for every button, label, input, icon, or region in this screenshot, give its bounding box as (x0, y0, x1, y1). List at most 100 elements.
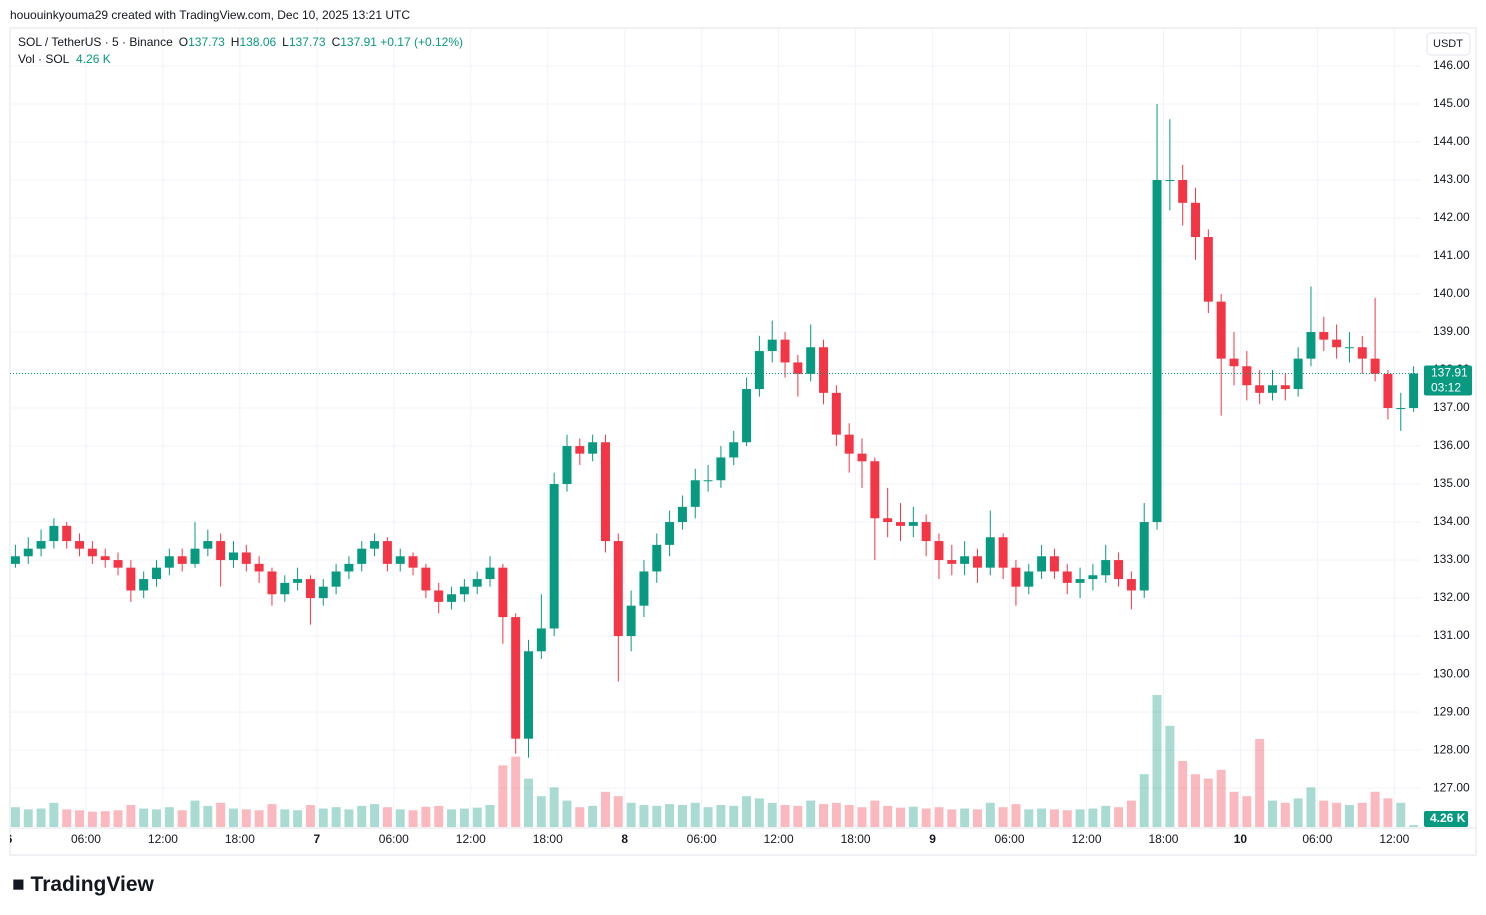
volume-bar (498, 765, 508, 827)
volume-bar (1357, 802, 1367, 827)
volume-bar (575, 807, 585, 827)
candle-body (896, 522, 905, 526)
ohlc-label: C (331, 35, 341, 49)
candle-body (472, 579, 482, 587)
candle-body (190, 548, 200, 564)
volume-bar (100, 811, 110, 827)
candle-body (972, 556, 982, 568)
volume-bar (318, 808, 328, 827)
volume-bar (1370, 791, 1380, 827)
volume-bar (62, 809, 72, 827)
candle-body (1229, 358, 1239, 367)
candle-body (305, 579, 315, 599)
candle-body (1178, 180, 1188, 203)
volume-bar (203, 805, 213, 827)
volume-bar (1101, 805, 1111, 827)
candle-body (934, 541, 944, 561)
candle-body (139, 579, 149, 591)
candle-body (1280, 385, 1290, 390)
x-tick-label: 18:00 (533, 832, 563, 846)
candle-body (498, 567, 508, 618)
volume-bar (767, 802, 777, 827)
x-tick-label: 12:00 (764, 832, 794, 846)
x-tick-label: 06:00 (1302, 832, 1332, 846)
volume-bar (1191, 774, 1201, 827)
candle-body (806, 347, 816, 374)
y-tick-label: 146.00 (1433, 58, 1470, 72)
volume-bar (485, 805, 495, 827)
volume-bar (1011, 804, 1021, 827)
x-tick-label: 9 (929, 832, 936, 846)
candle-body (126, 567, 136, 591)
x-tick-label: 12:00 (1379, 832, 1409, 846)
volume-bar (511, 756, 521, 827)
candle-body (1075, 579, 1085, 583)
candle-body (947, 560, 957, 564)
candle-body (754, 351, 764, 390)
y-tick-label: 133.00 (1433, 552, 1470, 566)
volume-bar (1165, 725, 1175, 827)
candle-body (511, 617, 521, 739)
countdown: 03:12 (1431, 381, 1461, 395)
candle-body (293, 579, 303, 583)
candle-body (23, 548, 33, 557)
volume-bar (1267, 800, 1277, 827)
y-tick-label: 144.00 (1433, 134, 1470, 148)
candle-body (10, 556, 20, 564)
candle-body (1037, 556, 1047, 572)
candle-body (600, 442, 610, 542)
volume-bar (228, 808, 238, 827)
y-tick-label: 130.00 (1433, 666, 1470, 680)
volume-bar (896, 807, 905, 827)
volume-bar (216, 802, 226, 827)
candle-body (1062, 571, 1072, 583)
volume-bar (152, 809, 162, 827)
volume-bar (652, 805, 662, 827)
candle-body (985, 537, 995, 568)
volume-bar (1037, 808, 1047, 827)
candle-body (1306, 332, 1316, 359)
candle-body (1139, 522, 1149, 591)
x-tick-label: 6 (6, 832, 13, 846)
candle-body (665, 522, 675, 545)
logo: ■ TradingView (12, 873, 154, 896)
candle-body (524, 651, 533, 739)
candle-body (1152, 180, 1162, 523)
volume-bar (1344, 805, 1354, 827)
x-tick-label: 8 (621, 832, 628, 846)
candle-body (1216, 301, 1226, 359)
volume-bar (1062, 810, 1072, 827)
volume-bar (600, 791, 610, 827)
volume-bar (459, 808, 469, 827)
volume-value: 4.26 K (76, 52, 111, 66)
candle-body (857, 453, 867, 462)
volume-bar (831, 802, 841, 827)
candle-body (216, 541, 226, 561)
candle-body (1344, 347, 1354, 349)
volume-bar (870, 800, 880, 827)
candle-body (1165, 180, 1175, 182)
volume-bar (305, 805, 315, 827)
candle-body (447, 594, 457, 602)
candle-body (883, 518, 893, 523)
candle-body (575, 446, 585, 454)
volume-bar (703, 807, 713, 827)
x-tick-label: 06:00 (379, 832, 409, 846)
volume-bar (344, 809, 354, 827)
y-tick-label: 141.00 (1433, 248, 1470, 262)
candle-body (87, 548, 97, 557)
x-tick-label: 06:00 (995, 832, 1025, 846)
y-tick-label: 135.00 (1433, 476, 1470, 490)
volume-bar (164, 807, 174, 827)
candle-body (241, 552, 251, 564)
candle-body (152, 567, 162, 580)
volume-legend: Vol · SOL 4.26 K (18, 52, 111, 66)
volume-bar (819, 804, 829, 827)
volume-bar (793, 805, 803, 827)
volume-bar (1242, 796, 1252, 827)
volume-bar (408, 810, 418, 827)
volume-bar (293, 810, 303, 827)
candle-body (1319, 332, 1329, 340)
volume-bar (665, 804, 675, 827)
